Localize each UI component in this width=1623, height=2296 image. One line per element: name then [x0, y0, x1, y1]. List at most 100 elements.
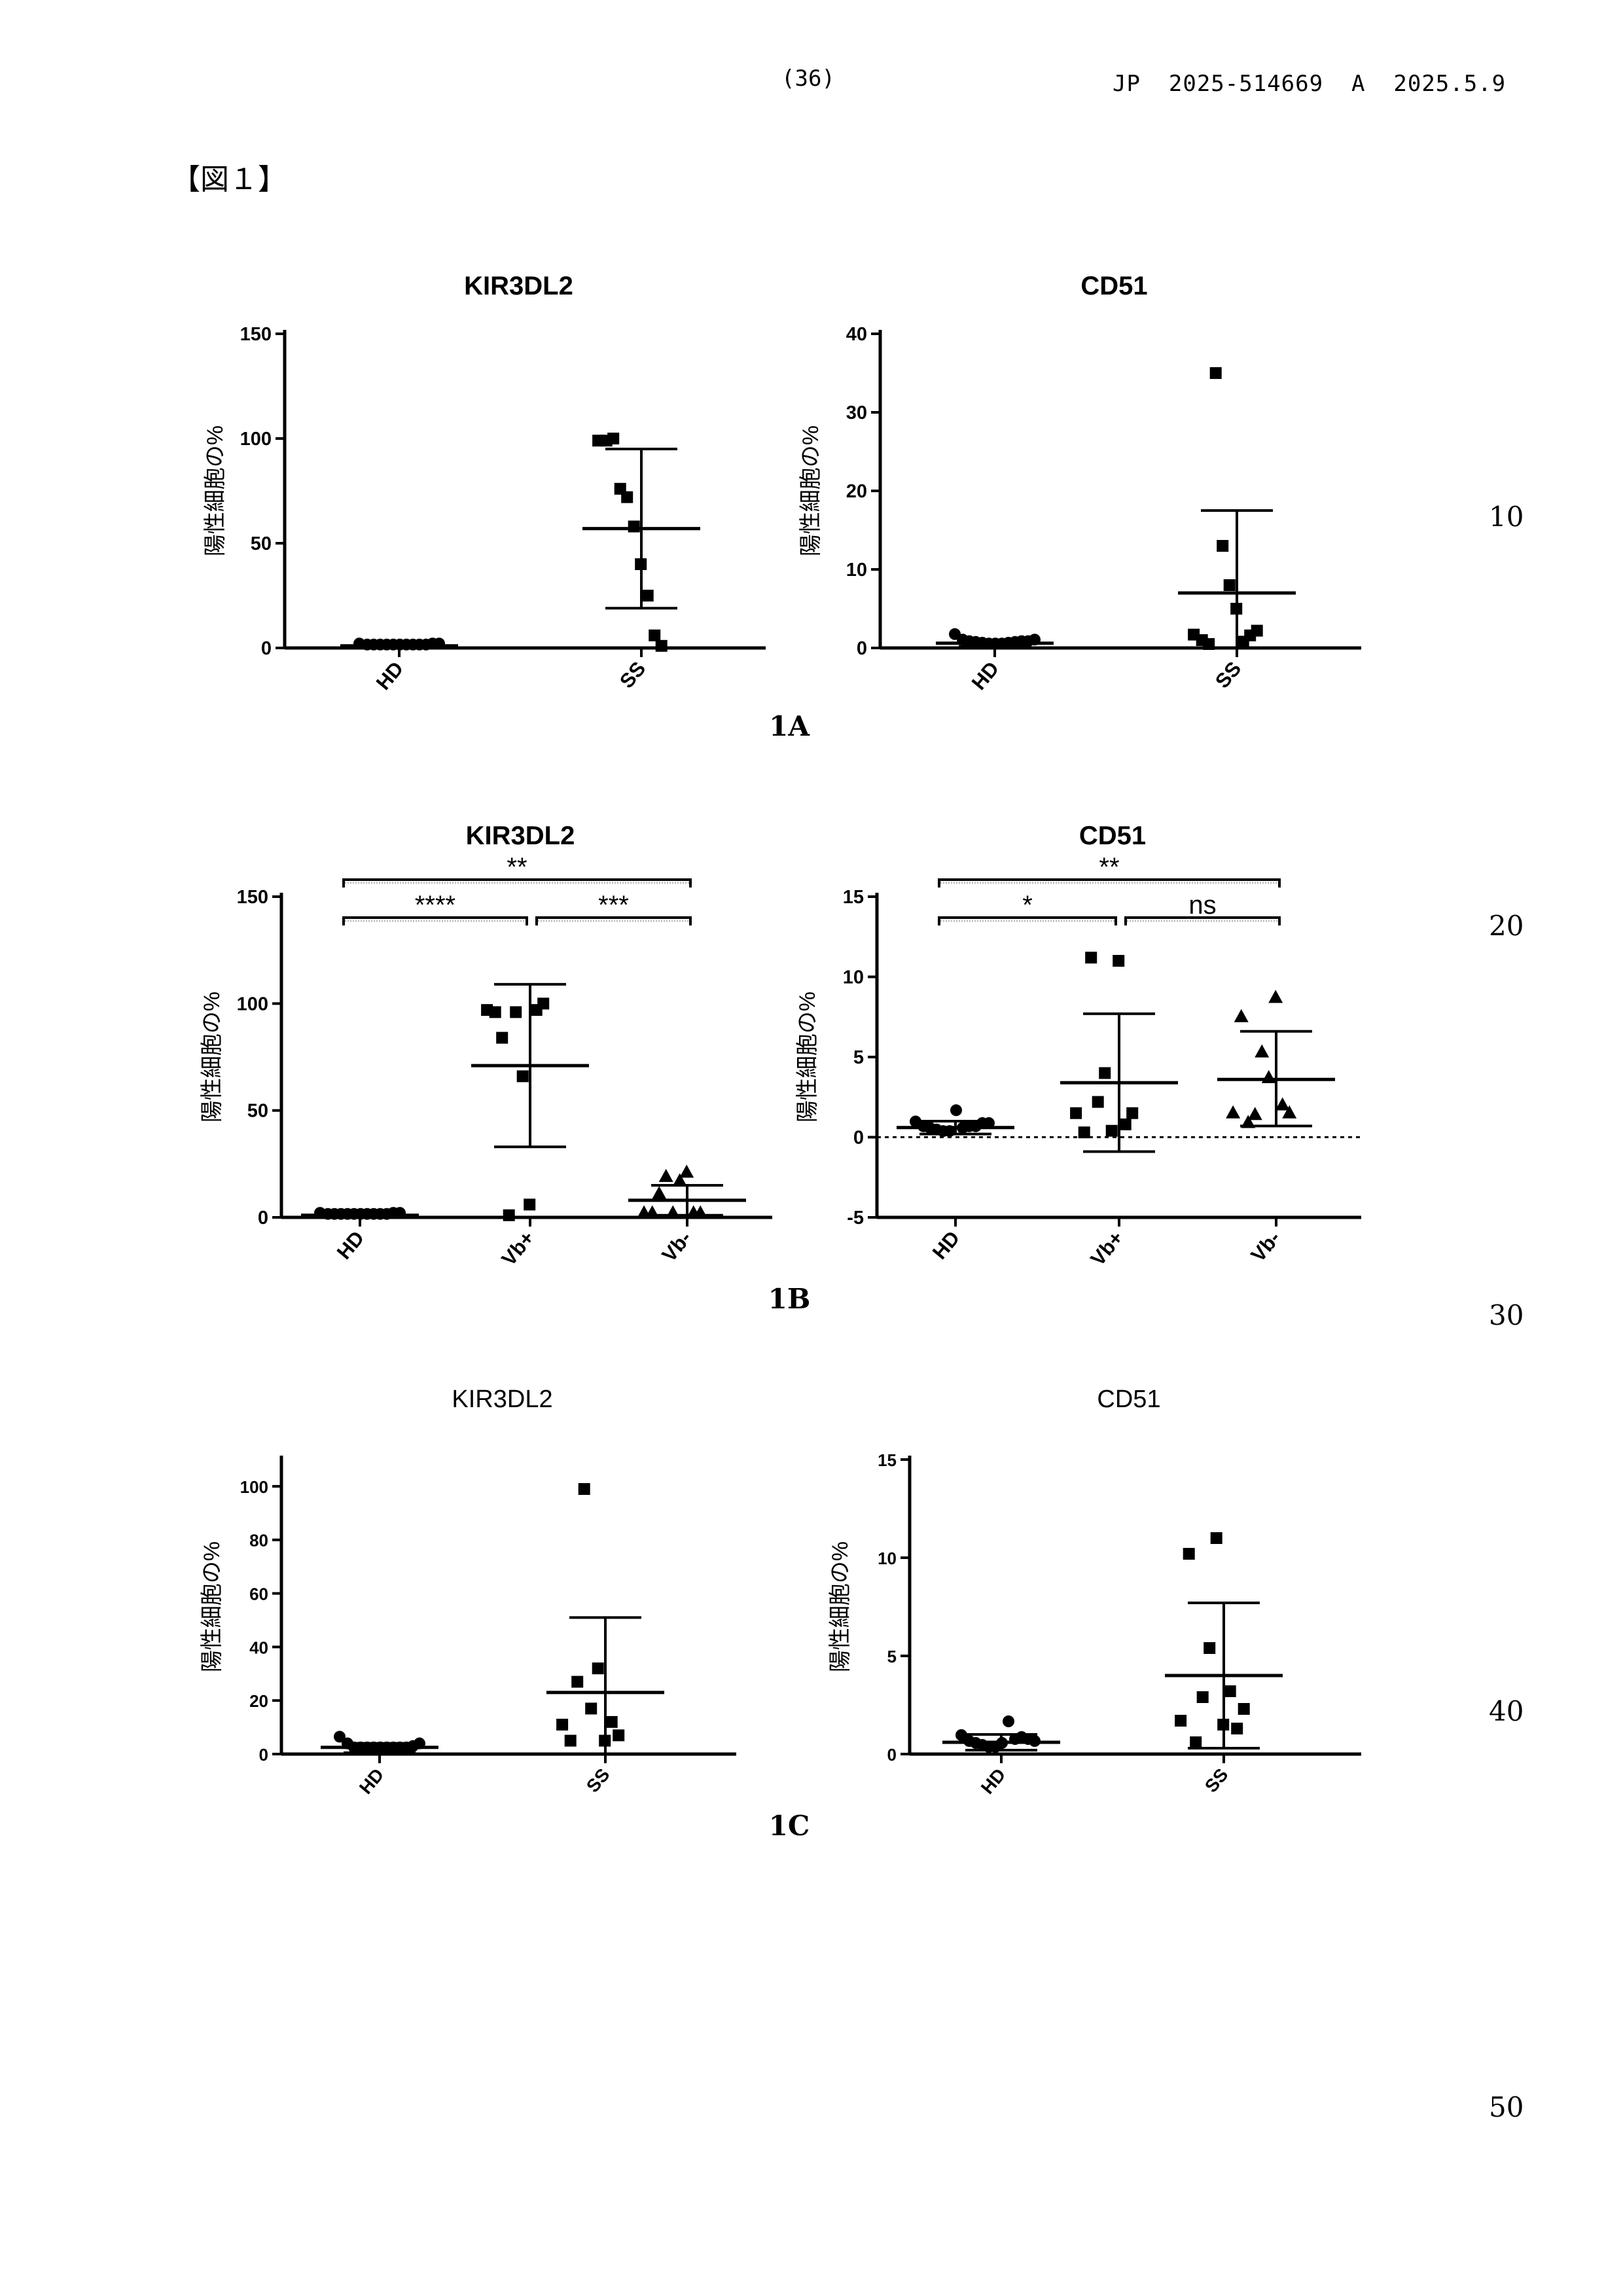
- x-tick-label: SS: [1211, 657, 1245, 692]
- data-point: [652, 1186, 666, 1199]
- y-tick-label: -5: [847, 1208, 864, 1229]
- data-point: [592, 1662, 604, 1674]
- x-tick-label: HD: [977, 1765, 1010, 1798]
- data-point: [517, 1070, 529, 1082]
- data-point: [490, 1006, 501, 1018]
- y-axis-label: 陽性細胞の%: [200, 992, 224, 1122]
- x-tick-label: SS: [1201, 1765, 1232, 1797]
- y-tick-label: 150: [240, 324, 272, 345]
- data-point: [1224, 579, 1236, 591]
- line-number: 50: [1489, 2091, 1554, 2123]
- chart-1a-kir3dl2: KIR3DL2陽性細胞の%050100150HDSS: [190, 262, 779, 707]
- panel-label-1b: 1B: [724, 1283, 855, 1315]
- y-tick-label: 5: [853, 1047, 864, 1068]
- x-tick-label: HD: [372, 657, 408, 694]
- figure-label: 【図１】: [171, 156, 287, 198]
- data-point: [1003, 1715, 1014, 1727]
- chart-title: KIR3DL2: [464, 272, 573, 300]
- line-number: 20: [1489, 910, 1554, 942]
- data-point: [659, 1169, 673, 1182]
- line-number: 30: [1489, 1299, 1554, 1331]
- x-tick-label: Vb-: [657, 1227, 696, 1266]
- significance-label: ****: [415, 891, 455, 920]
- data-point: [1268, 990, 1283, 1003]
- line-number: 40: [1489, 1695, 1554, 1727]
- y-tick-label: 40: [846, 324, 867, 345]
- y-tick-label: 0: [887, 1745, 897, 1765]
- chart-title: KIR3DL2: [452, 1386, 552, 1413]
- x-tick-label: Vb+: [1086, 1227, 1128, 1270]
- chart-1c-cd51: CD51 陽性細胞の% 0 5 10 15 HD SS: [785, 1368, 1374, 1806]
- data-point: [950, 1104, 962, 1116]
- significance-label: ns: [1188, 891, 1216, 920]
- y-tick-label: 50: [251, 533, 272, 554]
- data-point: [1126, 1107, 1138, 1119]
- data-point: [503, 1210, 515, 1221]
- data-point: [1092, 1096, 1104, 1108]
- data-point: [537, 997, 549, 1009]
- data-point: [1226, 1105, 1240, 1119]
- x-tick-label: Vb-: [1246, 1227, 1285, 1266]
- data-point: [510, 1006, 522, 1018]
- x-tick-label: HD: [928, 1227, 965, 1264]
- data-point: [1238, 1703, 1250, 1715]
- data-point: [1248, 1107, 1262, 1120]
- y-tick-label: 50: [247, 1101, 268, 1122]
- chart-title: CD51: [1080, 272, 1147, 300]
- data-point: [496, 1032, 508, 1044]
- data-point: [1217, 540, 1228, 552]
- y-axis-label: 陽性細胞の%: [828, 1541, 853, 1672]
- y-tick-label: 15: [878, 1450, 897, 1470]
- data-point: [585, 1702, 597, 1714]
- y-tick-label: 60: [249, 1585, 268, 1604]
- y-tick-label: 20: [846, 481, 867, 502]
- x-tick-label: Vb+: [497, 1227, 539, 1270]
- data-point: [1190, 1736, 1202, 1748]
- y-tick-label: 10: [878, 1549, 897, 1568]
- y-tick-label: 5: [887, 1647, 897, 1666]
- y-tick-label: 100: [240, 429, 272, 450]
- x-tick-label: HD: [332, 1227, 369, 1264]
- data-point: [1079, 1126, 1090, 1138]
- data-point: [1234, 1009, 1249, 1022]
- y-tick-label: 150: [237, 887, 268, 908]
- line-number: 10: [1489, 501, 1554, 533]
- data-point: [656, 640, 668, 652]
- chart-title: CD51: [1097, 1386, 1160, 1413]
- data-point: [1120, 1119, 1132, 1130]
- y-tick-label: 0: [259, 1745, 268, 1765]
- y-tick-label: 100: [240, 1477, 268, 1497]
- y-tick-label: 0: [857, 638, 867, 659]
- data-point: [1210, 367, 1222, 379]
- data-point: [679, 1164, 694, 1177]
- data-point: [524, 1198, 535, 1210]
- y-axis-label: 陽性細胞の%: [798, 425, 823, 556]
- data-point: [556, 1719, 568, 1731]
- data-point: [613, 1729, 624, 1741]
- data-point: [1183, 1548, 1195, 1560]
- y-tick-label: 10: [843, 967, 864, 988]
- significance-label: ***: [598, 891, 629, 920]
- panel-label-1a: 1A: [724, 710, 855, 742]
- data-point: [621, 492, 633, 503]
- data-point: [628, 520, 640, 532]
- data-point: [1231, 1723, 1243, 1734]
- chart-title: CD51: [1079, 821, 1146, 850]
- data-point: [1070, 1107, 1082, 1119]
- data-point: [565, 1735, 577, 1747]
- chart-1a-cd51: CD51陽性細胞の%010203040HDSS: [785, 262, 1374, 707]
- panel-label-1c: 1C: [724, 1810, 855, 1842]
- y-axis-label: 陽性細胞の%: [795, 992, 820, 1122]
- y-tick-label: 80: [249, 1531, 268, 1551]
- y-axis-label: 陽性細胞の%: [203, 425, 228, 556]
- chart-1b-kir3dl2: KIR3DL2陽性細胞の%050100150HDVb+Vb-*********: [190, 812, 779, 1296]
- data-point: [1106, 1125, 1118, 1137]
- data-point: [1085, 952, 1097, 963]
- x-tick-label: SS: [615, 657, 650, 692]
- y-tick-label: 20: [249, 1691, 268, 1711]
- y-tick-label: 0: [853, 1128, 864, 1149]
- data-point: [571, 1676, 583, 1688]
- data-point: [1197, 1691, 1209, 1703]
- data-point: [1255, 1045, 1269, 1058]
- x-tick-label: SS: [582, 1765, 614, 1797]
